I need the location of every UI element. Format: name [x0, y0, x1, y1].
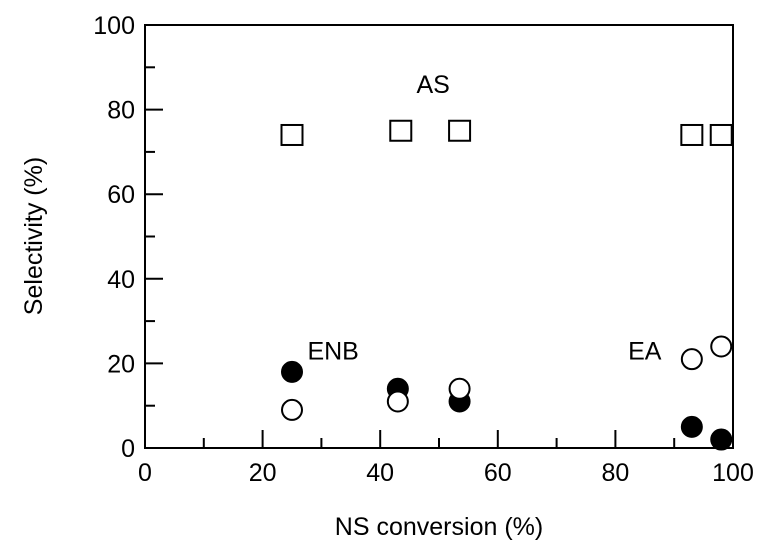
x-axis-title: NS conversion (%): [335, 513, 543, 541]
y-tick-label: 40: [107, 266, 135, 294]
series-annotation: ENB: [307, 338, 358, 366]
x-tick-label: 80: [601, 459, 629, 487]
series-annotation: AS: [416, 71, 449, 99]
tick-labels: 0 20 40 60 80 100 0 20 40 60 80 100: [93, 12, 754, 487]
filled-circle-marker: [710, 428, 733, 451]
x-tick-label: 40: [366, 459, 394, 487]
x-tick-label: 100: [712, 459, 754, 487]
open-square-marker: [448, 119, 472, 142]
open-circle-marker: [448, 377, 471, 400]
y-tick-label: 20: [107, 350, 135, 378]
axis-ticks: [145, 66, 676, 448]
open-square-marker: [709, 123, 733, 146]
data-markers: [280, 119, 733, 451]
y-tick-label: 100: [93, 12, 135, 40]
filled-circle-marker: [281, 360, 303, 383]
open-square-marker: [280, 123, 304, 146]
x-tick-label: 0: [138, 459, 152, 487]
x-tick-label: 60: [484, 459, 512, 487]
open-circle-marker: [680, 348, 703, 371]
y-tick-label: 80: [107, 97, 135, 125]
open-circle-marker: [281, 398, 303, 421]
y-tick-label: 0: [121, 435, 135, 463]
y-tick-label: 60: [107, 181, 135, 209]
open-circle-marker: [710, 335, 733, 358]
open-square-marker: [680, 123, 704, 146]
x-tick-label: 20: [249, 459, 277, 487]
y-axis-title: Selectivity (%): [20, 157, 48, 315]
open-circle-marker: [386, 390, 409, 413]
annotations: AS ENB EA: [307, 71, 661, 365]
series-annotation: EA: [628, 338, 662, 366]
open-square-marker: [389, 119, 413, 142]
filled-circle-marker: [680, 415, 703, 438]
